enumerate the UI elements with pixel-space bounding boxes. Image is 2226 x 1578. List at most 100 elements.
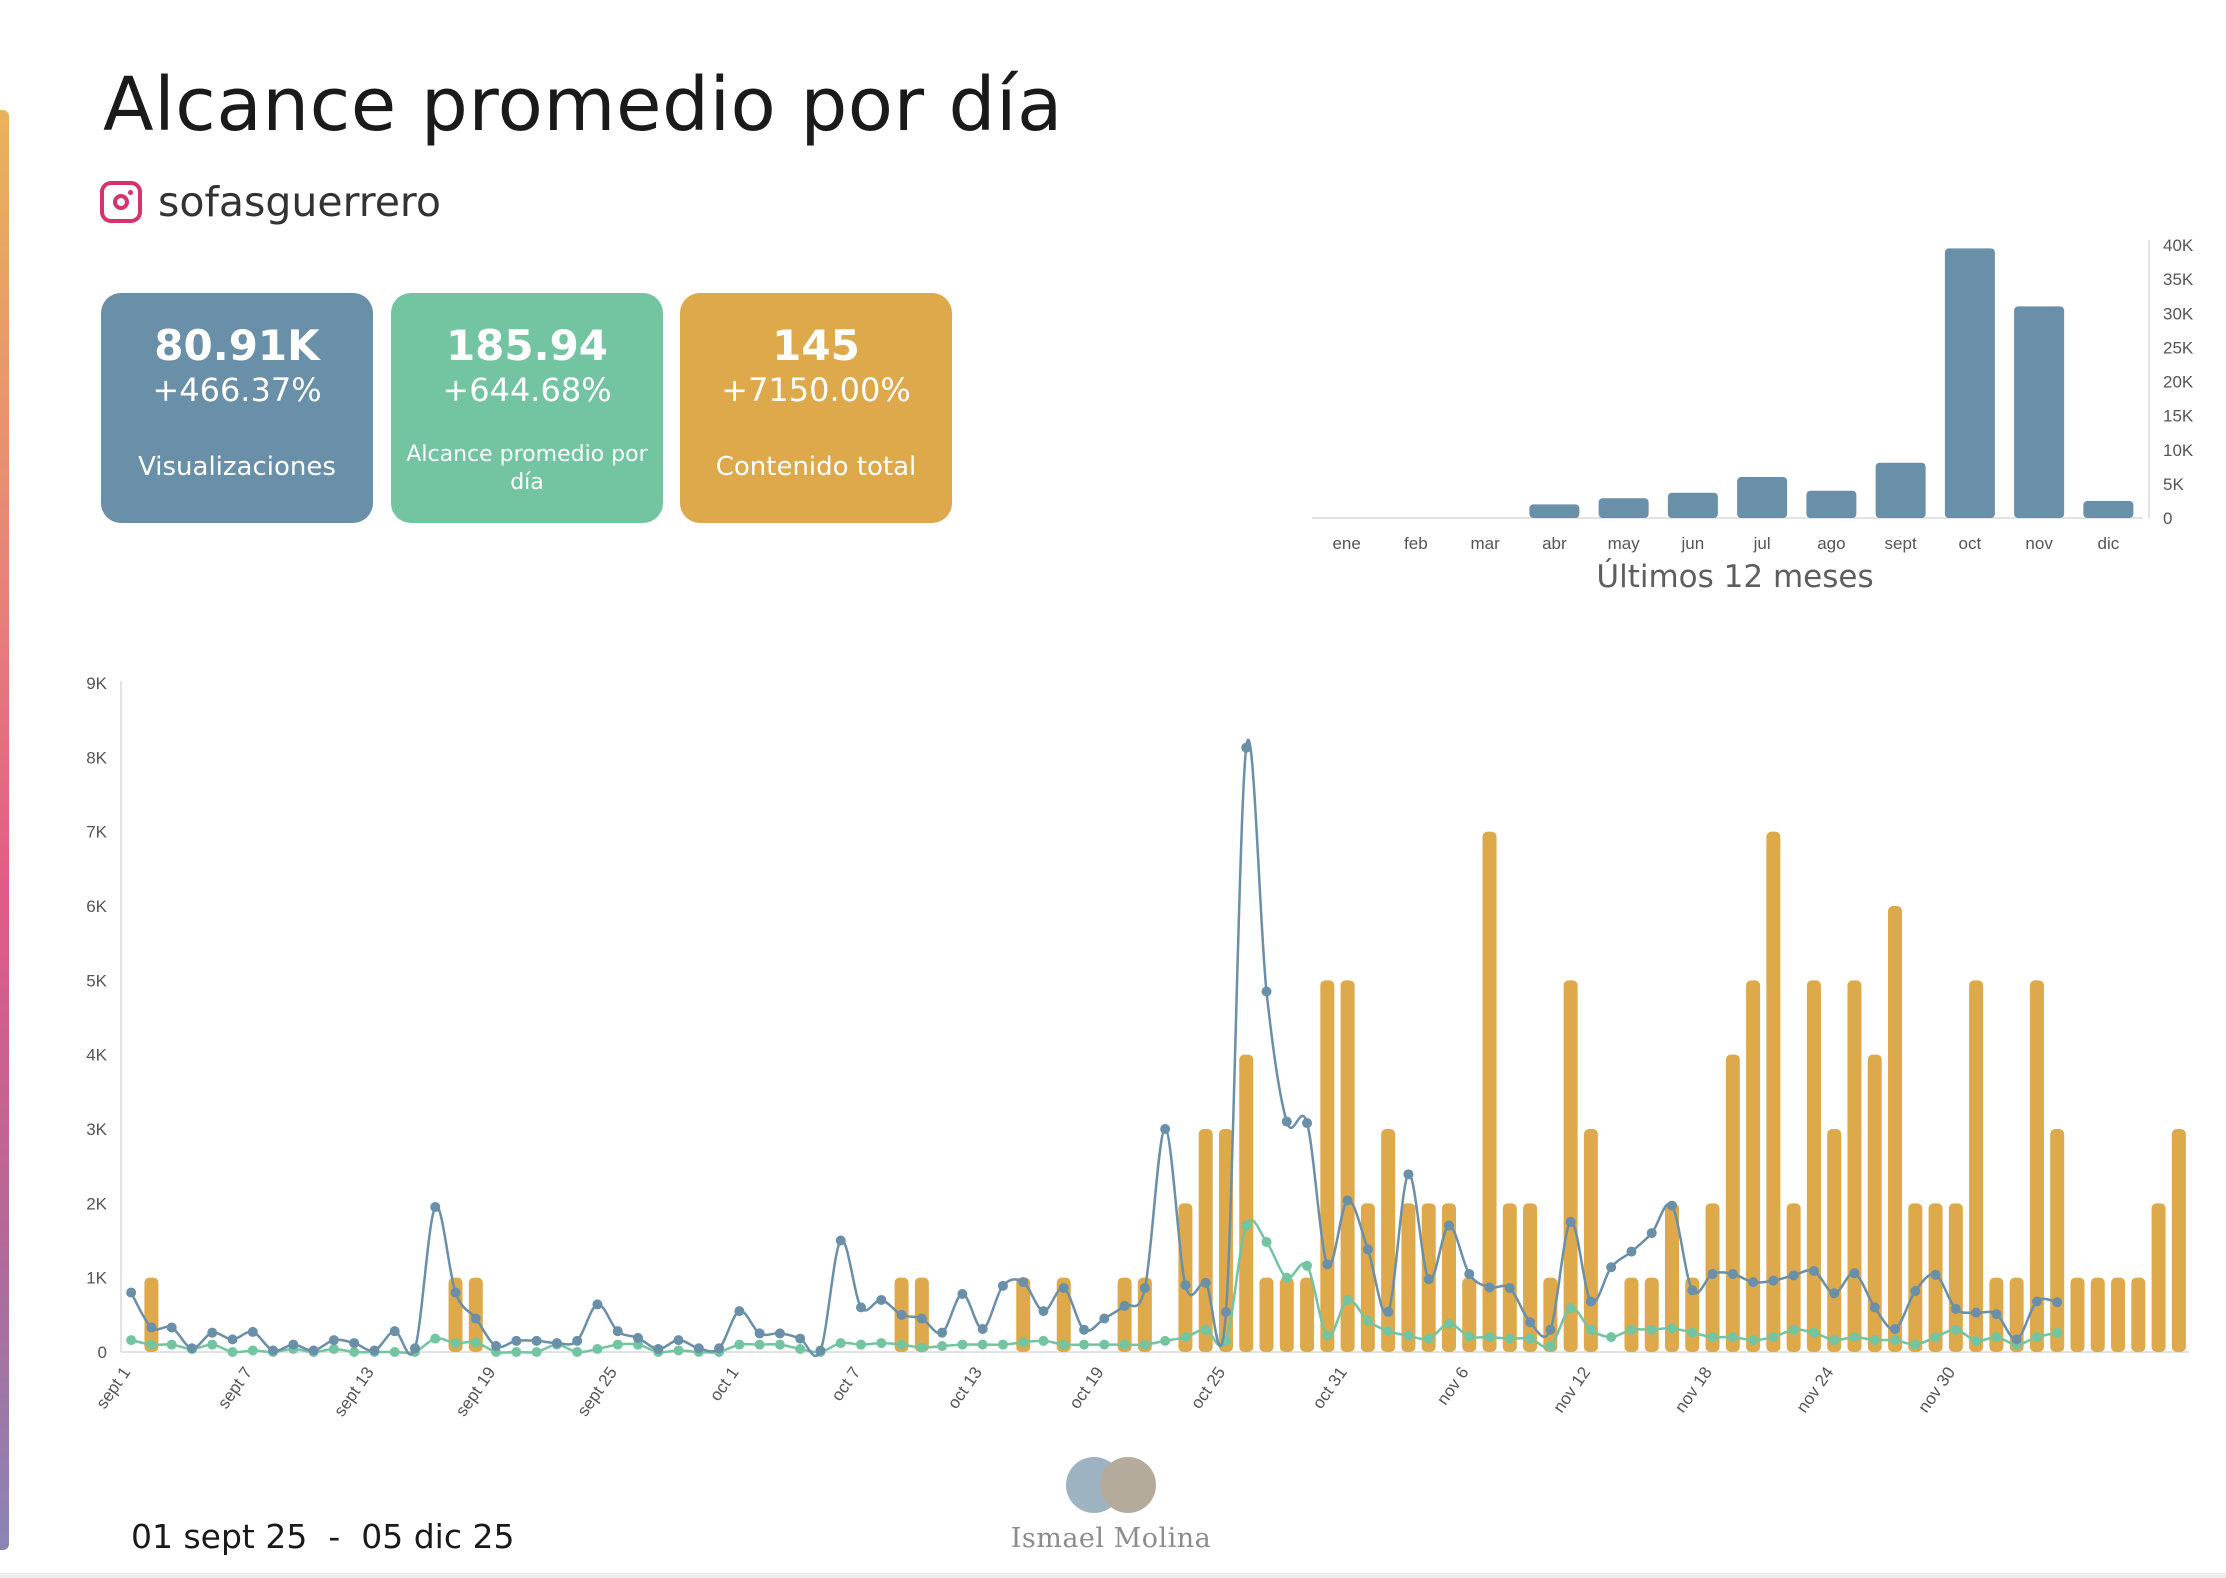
- daily-bar: [1441, 1203, 1456, 1352]
- green-series-point: [977, 1339, 988, 1350]
- blue-series-point: [612, 1326, 623, 1337]
- green-series-point: [1302, 1260, 1313, 1271]
- daily-bar: [1117, 1277, 1132, 1352]
- blue-series-point: [1545, 1324, 1556, 1335]
- daily-combo-chart: 0 1K 2K 3K 4K 5K 6K 7K 8K 9K sept 1 sept 7 sept 13 se…: [86, 674, 2189, 1420]
- blue-series-point: [1322, 1259, 1333, 1270]
- kpi-value: 145: [772, 321, 860, 370]
- blue-series-point: [551, 1338, 562, 1349]
- daily-bar: [2111, 1277, 2126, 1352]
- daily-bar: [1543, 1277, 1558, 1352]
- account-handle: sofasguerrero: [100, 178, 441, 226]
- x-tick-label: jun: [1681, 534, 1705, 553]
- green-series-point: [1525, 1333, 1536, 1344]
- green-series-point: [349, 1347, 360, 1357]
- daily-bar: [1665, 1203, 1679, 1352]
- blue-series-point: [207, 1327, 218, 1338]
- blue-series-point: [166, 1322, 177, 1333]
- kpi-change: +644.68%: [442, 371, 612, 409]
- blue-series-point: [1748, 1277, 1759, 1288]
- blue-series-point: [1079, 1324, 1090, 1335]
- y-tick-label: 10K: [2163, 441, 2194, 460]
- blue-series-point: [247, 1326, 258, 1337]
- blue-series-point: [1910, 1286, 1921, 1297]
- blue-series-point: [714, 1343, 725, 1354]
- blue-series-point: [856, 1302, 867, 1313]
- daily-bar: [1908, 1203, 1923, 1352]
- blue-series-point: [1849, 1268, 1860, 1279]
- green-series-point: [247, 1345, 258, 1356]
- green-series-point: [1585, 1324, 1596, 1335]
- kpi-value: 80.91K: [154, 321, 320, 370]
- blue-series-point: [1220, 1306, 1231, 1317]
- green-series-point: [997, 1339, 1008, 1350]
- daily-bar: [1948, 1203, 1963, 1352]
- y-tick-label: 7K: [86, 823, 107, 842]
- instagram-icon: [100, 181, 142, 223]
- blue-series-point: [146, 1322, 157, 1333]
- green-series-point: [612, 1339, 623, 1350]
- bottom-divider: [0, 1573, 2226, 1578]
- kpi-change: +7150.00%: [721, 371, 911, 409]
- blue-series-point: [1018, 1277, 1029, 1288]
- blue-series-point: [1585, 1296, 1596, 1307]
- x-tick-label: nov 30: [1914, 1363, 1959, 1416]
- green-series-point: [1119, 1339, 1130, 1350]
- green-series-point: [1545, 1341, 1556, 1352]
- green-series-point: [1362, 1315, 1373, 1326]
- daily-bar: [1239, 1054, 1254, 1352]
- blue-series-point: [450, 1287, 461, 1298]
- blue-series-point: [2011, 1334, 2022, 1345]
- green-series-point: [1606, 1332, 1617, 1343]
- blue-series-point: [1727, 1268, 1738, 1279]
- blue-series-point: [1099, 1313, 1110, 1324]
- daily-bar: [1746, 980, 1761, 1352]
- blue-series-point: [1119, 1300, 1130, 1311]
- blue-series-point: [795, 1333, 806, 1344]
- green-series-point: [1991, 1332, 2002, 1343]
- y-tick-label: 20K: [2163, 373, 2194, 392]
- green-series-point: [2031, 1332, 2042, 1343]
- daily-bar: [1198, 1129, 1213, 1352]
- green-series-point: [1890, 1335, 1901, 1346]
- gradient-side-accent: [0, 110, 9, 1550]
- blue-series-point: [531, 1335, 542, 1346]
- green-series-point: [1423, 1333, 1434, 1344]
- x-tick-label: mar: [1470, 534, 1500, 553]
- daily-bar: [2050, 1129, 2065, 1352]
- blue-series-point: [268, 1345, 279, 1356]
- blue-series-point: [1930, 1269, 1941, 1280]
- x-tick-label: abr: [1542, 534, 1567, 553]
- blue-series-point: [754, 1328, 765, 1339]
- green-series-point: [1707, 1332, 1718, 1343]
- blue-series-point: [430, 1202, 441, 1213]
- month-bar: [1806, 490, 1857, 518]
- green-series-point: [916, 1342, 927, 1353]
- green-series-point: [754, 1339, 765, 1350]
- blue-series-point: [1829, 1288, 1840, 1299]
- blue-series-point: [1626, 1246, 1637, 1257]
- daily-bar: [2029, 980, 2044, 1352]
- green-series-point: [1180, 1332, 1191, 1343]
- x-tick-label: oct 13: [944, 1363, 986, 1412]
- green-series-point: [470, 1337, 481, 1348]
- y-tick-label: 2K: [86, 1194, 107, 1213]
- y-tick-label: 9K: [86, 674, 107, 693]
- green-series-point: [1808, 1327, 1819, 1338]
- kpi-card-contenido: 145 +7150.00% Contenido total: [680, 293, 952, 523]
- blue-series-point: [1890, 1323, 1901, 1334]
- green-series-point: [126, 1335, 137, 1346]
- daily-bar: [2151, 1203, 2166, 1352]
- blue-series-point: [734, 1306, 745, 1317]
- green-series-point: [1484, 1332, 1495, 1343]
- x-tick-label: oct 1: [706, 1363, 743, 1404]
- green-series-point: [1403, 1330, 1414, 1341]
- blue-series-point: [1464, 1268, 1475, 1279]
- blue-series-point: [186, 1343, 197, 1354]
- green-series-point: [227, 1347, 238, 1357]
- daily-bar: [1624, 1277, 1639, 1352]
- green-series-point: [1160, 1335, 1171, 1346]
- daily-bar: [2070, 1277, 2085, 1352]
- daily-bar: [1360, 1203, 1375, 1352]
- blue-series-point: [470, 1313, 481, 1324]
